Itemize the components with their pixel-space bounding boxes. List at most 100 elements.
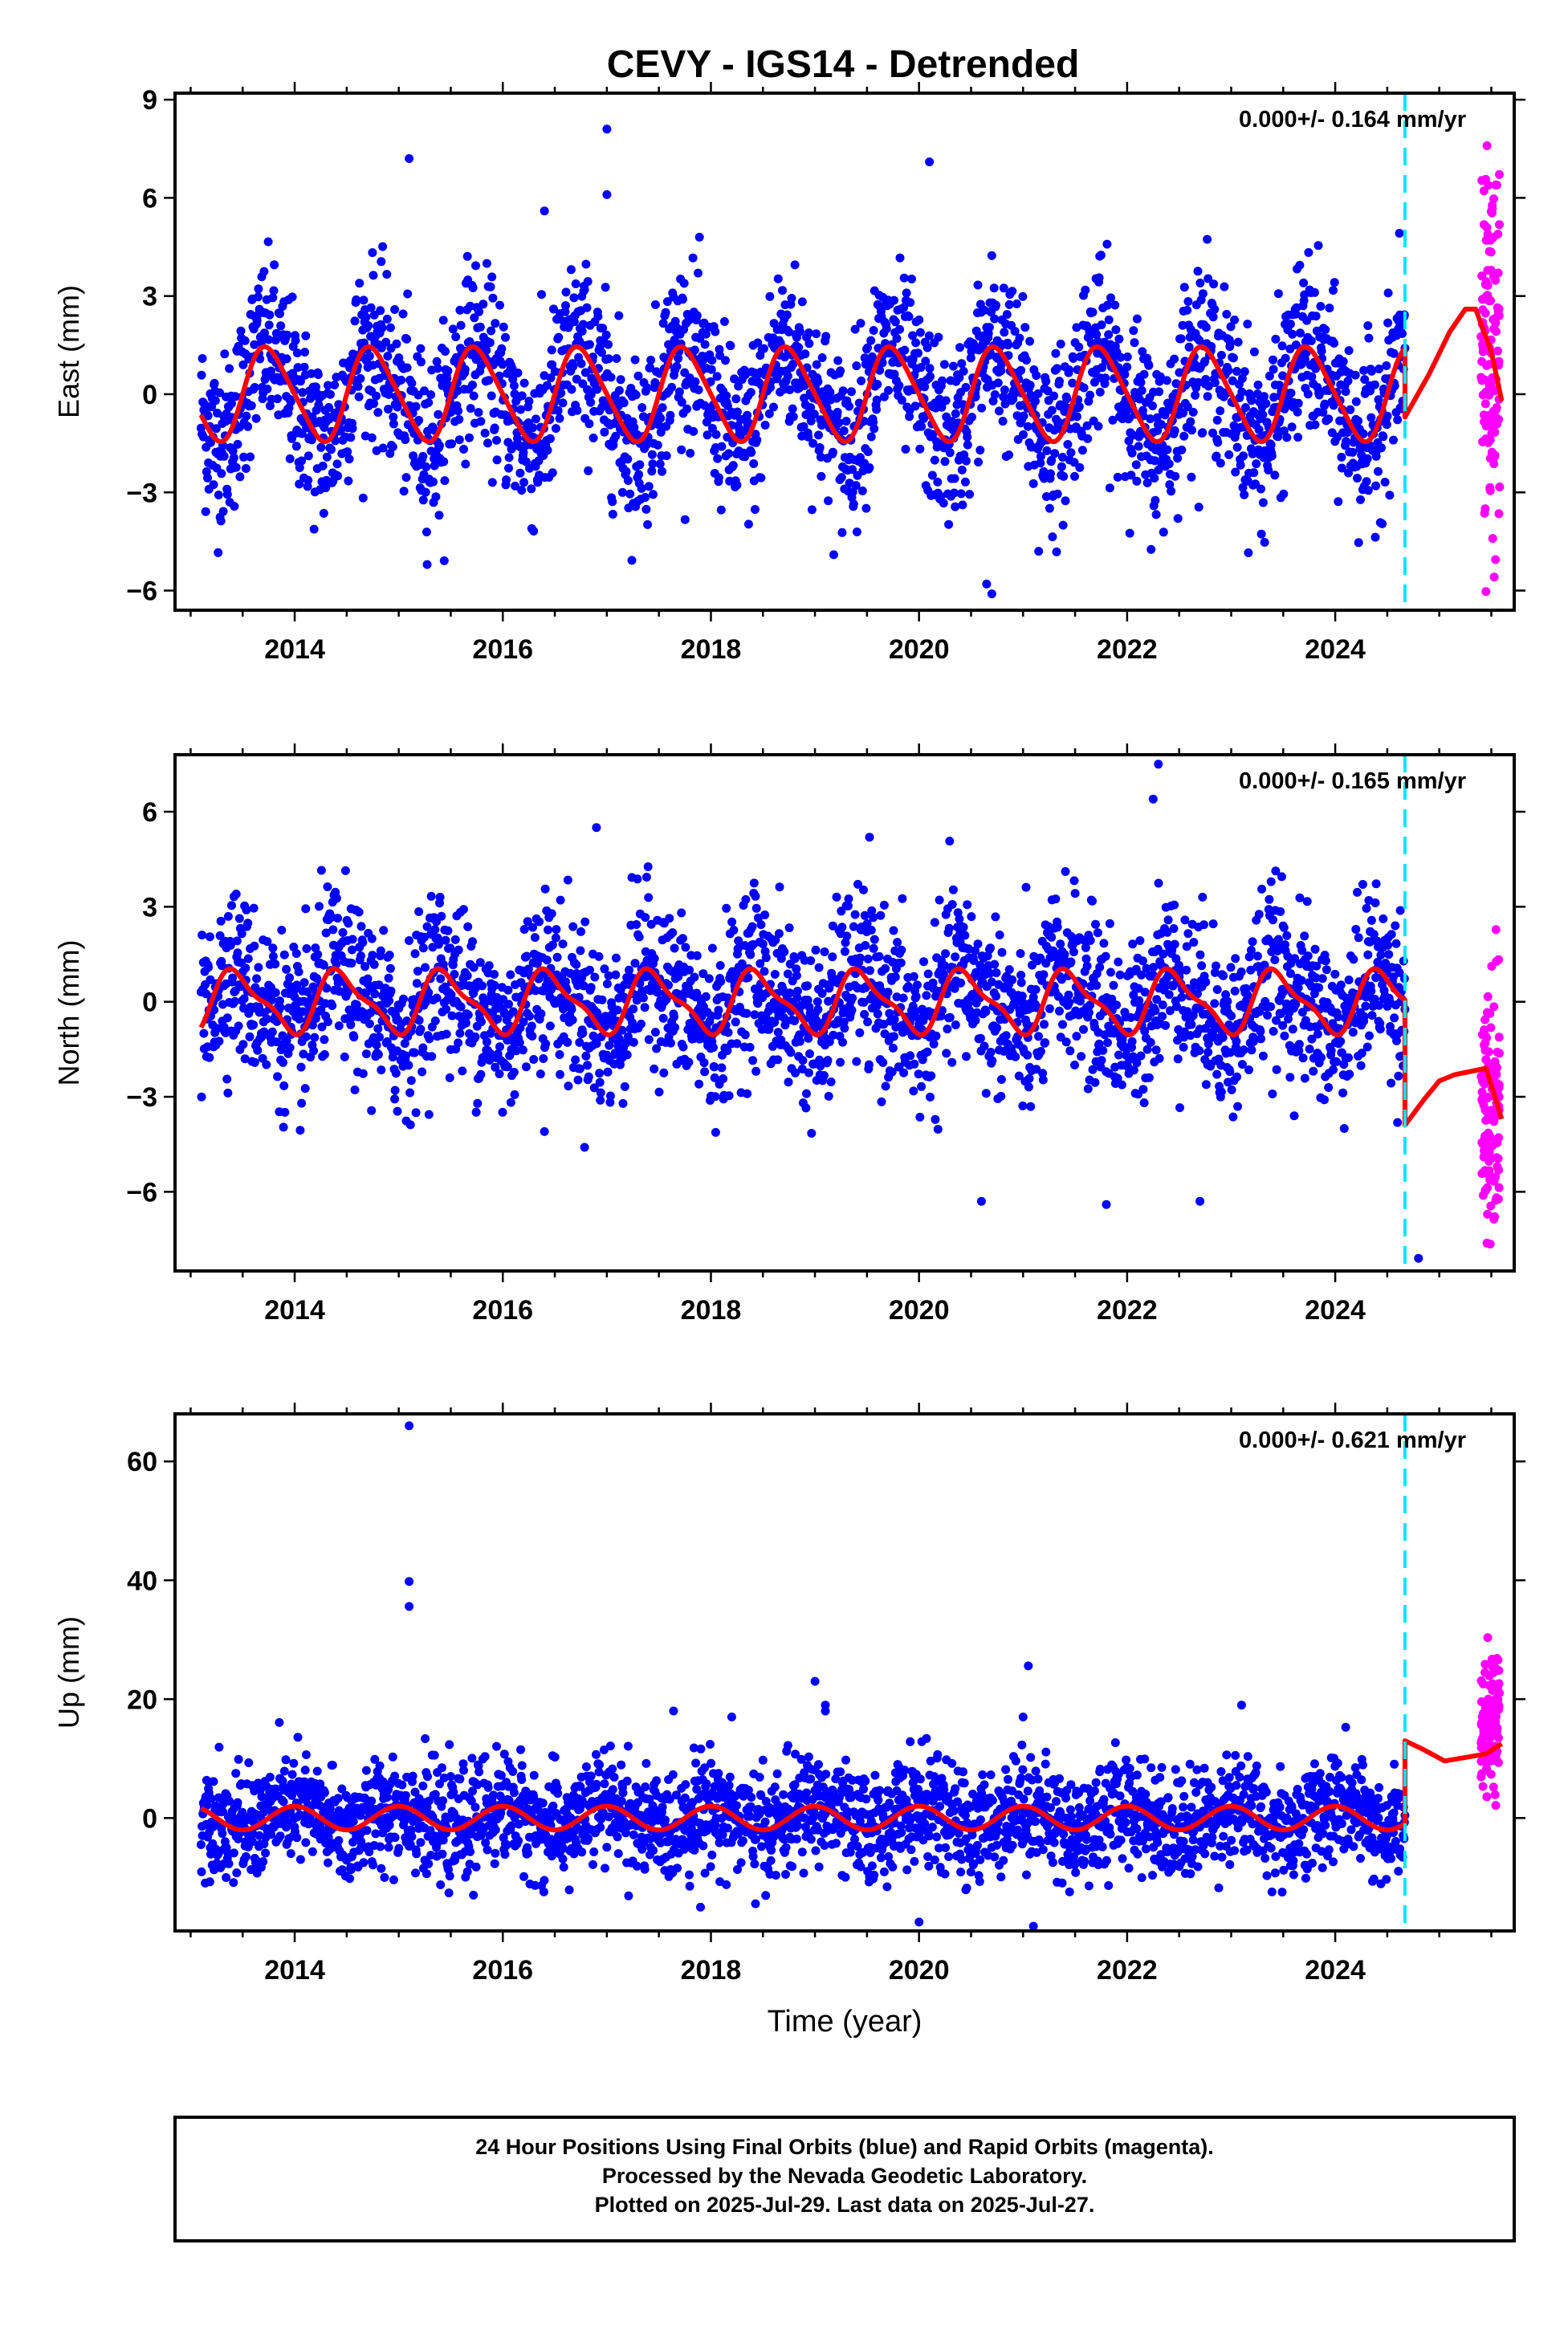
final-point	[405, 1089, 414, 1098]
final-point	[1288, 422, 1297, 431]
final-point	[544, 446, 552, 454]
final-point	[273, 1072, 282, 1081]
y-tick-label: 3	[142, 282, 157, 312]
rapid-point	[1490, 572, 1499, 581]
final-point	[315, 902, 324, 910]
final-point	[991, 390, 1000, 399]
final-point	[264, 238, 273, 246]
final-point	[535, 918, 544, 927]
final-point	[440, 556, 449, 565]
final-point	[1132, 460, 1141, 469]
final-point	[838, 1038, 847, 1047]
final-point	[442, 374, 451, 383]
final-point	[580, 285, 589, 294]
final-point	[531, 414, 540, 423]
final-point	[270, 287, 279, 295]
final-point	[967, 912, 975, 921]
final-point	[1000, 328, 1008, 336]
final-point	[804, 339, 813, 348]
final-point	[1042, 446, 1051, 455]
final-point	[876, 911, 885, 920]
final-point	[649, 490, 658, 499]
final-point	[670, 1023, 679, 1032]
final-point	[1312, 312, 1321, 320]
final-point	[1281, 354, 1290, 363]
final-point	[998, 948, 1007, 957]
final-point	[505, 453, 514, 462]
final-point	[451, 332, 460, 341]
final-point	[1213, 438, 1222, 447]
final-point	[250, 904, 259, 913]
final-point	[543, 955, 552, 964]
final-point	[1062, 394, 1071, 403]
final-point	[1041, 377, 1050, 385]
final-point	[1055, 1007, 1064, 1016]
final-point	[866, 336, 875, 345]
final-point	[813, 360, 821, 369]
final-point	[1330, 339, 1338, 348]
final-point	[1032, 371, 1041, 380]
final-point	[645, 1035, 654, 1044]
final-point	[1254, 381, 1263, 389]
final-point	[485, 961, 494, 970]
final-point	[716, 961, 725, 970]
final-point	[461, 460, 470, 469]
final-point	[934, 1125, 943, 1134]
final-point	[487, 272, 496, 281]
final-point	[711, 1092, 719, 1101]
final-point	[323, 453, 332, 462]
final-point	[1122, 363, 1131, 372]
final-point	[254, 963, 263, 971]
final-point	[717, 1063, 726, 1072]
final-point	[1321, 325, 1330, 334]
y-tick-label: −6	[126, 576, 157, 607]
final-point	[724, 449, 733, 458]
final-point	[813, 997, 822, 1006]
final-point	[424, 398, 433, 407]
final-point	[1098, 1056, 1106, 1065]
final-point	[583, 1061, 592, 1069]
final-point	[933, 478, 942, 487]
final-point	[829, 448, 837, 457]
final-point	[820, 1071, 829, 1080]
final-point	[368, 434, 377, 442]
rapid-point	[1490, 72, 1499, 81]
final-point	[1053, 364, 1061, 373]
rapid-point	[1493, 230, 1502, 238]
rapid-point	[1478, 305, 1487, 314]
final-point	[210, 480, 218, 489]
rapid-point	[1477, 176, 1486, 185]
final-point	[1177, 993, 1186, 1002]
final-point	[1025, 337, 1034, 346]
final-point	[556, 1050, 564, 1059]
final-point	[1046, 470, 1055, 479]
final-point	[439, 458, 448, 466]
rapid-point	[1489, 534, 1497, 543]
final-point	[483, 438, 492, 447]
final-point	[1037, 1047, 1045, 1056]
final-point	[1011, 1053, 1020, 1061]
final-point	[951, 475, 959, 483]
final-point	[938, 377, 947, 385]
final-point	[633, 874, 641, 883]
final-point	[750, 878, 759, 887]
final-point	[1354, 538, 1363, 547]
final-point	[1183, 306, 1191, 315]
final-point	[263, 385, 271, 393]
final-point	[931, 456, 939, 465]
final-point	[634, 470, 643, 479]
final-point	[402, 335, 411, 344]
final-point	[330, 381, 339, 389]
final-point	[492, 436, 501, 445]
final-point	[629, 1038, 638, 1047]
final-point	[847, 387, 856, 396]
final-point	[476, 323, 485, 332]
final-point	[840, 1024, 849, 1033]
final-point	[224, 912, 233, 921]
final-point	[1191, 391, 1199, 400]
final-point	[434, 410, 442, 419]
final-point	[1145, 1073, 1154, 1082]
final-point	[717, 442, 726, 451]
final-point	[1146, 1038, 1155, 1047]
final-point	[902, 445, 910, 454]
